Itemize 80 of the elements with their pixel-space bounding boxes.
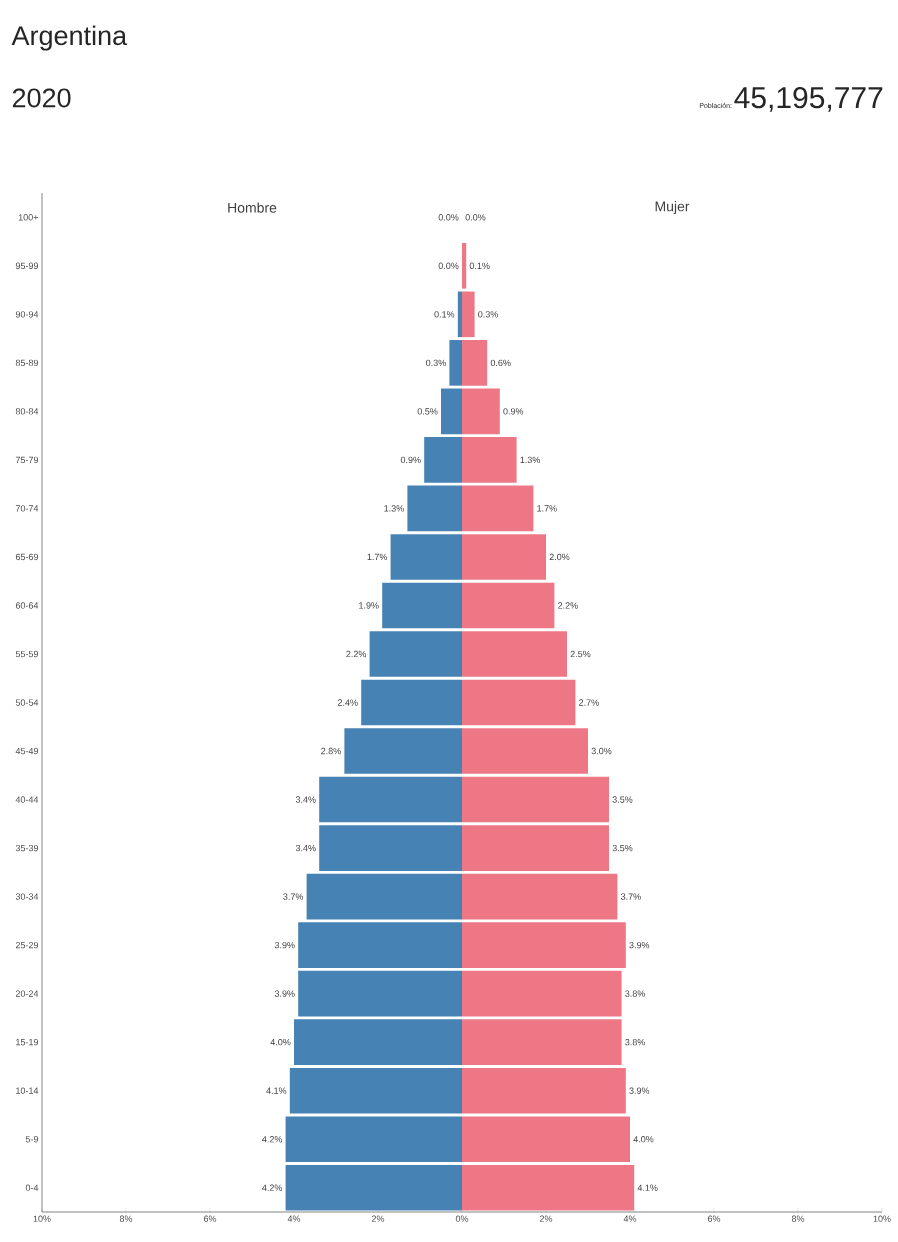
data-label: 3.8% <box>625 1038 645 1046</box>
y-tick-label: 85-89 <box>15 359 39 367</box>
y-tick-label: 20-24 <box>15 990 39 997</box>
data-label: 0.6% <box>490 359 511 367</box>
y-tick-label: 80-84 <box>15 408 39 415</box>
data-label: 1.7% <box>367 553 388 561</box>
data-label: 2.7% <box>579 699 599 706</box>
data-label: 3.4% <box>295 844 316 852</box>
data-label: 3.9% <box>629 941 650 949</box>
data-label: 0.1% <box>434 311 455 318</box>
data-label: 1.3% <box>384 505 404 512</box>
x-axis-title: Hombre <box>228 202 277 213</box>
data-label: 4.2% <box>262 1184 283 1191</box>
y-tick-label: 35-39 <box>15 844 39 852</box>
data-label: 3.8% <box>625 990 645 997</box>
x-axis-title: Mujer <box>655 201 690 215</box>
data-label: 3.7% <box>283 893 304 900</box>
x-tick-label: 8% <box>119 1215 133 1222</box>
x-tick-label: 10% <box>33 1215 51 1222</box>
x-tick-label: 6% <box>707 1215 721 1222</box>
data-label: 2.2% <box>558 602 578 609</box>
y-tick-label: 65-69 <box>15 553 39 561</box>
x-tick-label: 8% <box>791 1215 805 1222</box>
x-tick-label: 0% <box>455 1215 469 1222</box>
data-label: 4.1% <box>266 1087 287 1094</box>
data-label: 4.1% <box>637 1184 658 1191</box>
data-label: 0.5% <box>417 408 438 415</box>
y-tick-label: 10-14 <box>16 1087 39 1094</box>
data-label: 0.0% <box>465 214 486 221</box>
y-tick-label: 40-44 <box>15 796 39 803</box>
data-label: 0.0% <box>438 262 459 269</box>
y-tick-label: 60-64 <box>15 602 39 609</box>
data-label: 1.7% <box>537 505 557 512</box>
data-label: 0.3% <box>478 311 498 318</box>
data-label: 3.9% <box>274 990 295 997</box>
chart-title: Argentina <box>11 25 128 51</box>
data-label: 2.4% <box>337 699 358 706</box>
data-label: 2.2% <box>346 650 367 658</box>
data-label: 3.9% <box>629 1087 650 1094</box>
data-label: 1.3% <box>520 456 540 464</box>
data-label: 3.4% <box>295 796 316 803</box>
y-tick-label: 25-29 <box>15 941 39 949</box>
y-tick-label: 70-74 <box>15 505 39 512</box>
y-tick-label: 45-49 <box>15 747 39 755</box>
y-tick-label: 50-54 <box>15 699 39 706</box>
data-label: 0.9% <box>400 456 421 464</box>
y-tick-label: 100+ <box>18 214 39 221</box>
data-label: 4.2% <box>262 1136 283 1143</box>
y-tick-label: 15-19 <box>16 1038 39 1046</box>
x-tick-label: 4% <box>287 1215 301 1222</box>
y-tick-label: 95-99 <box>15 262 39 269</box>
text: 45,195,777 <box>734 87 883 112</box>
x-tick-label: 10% <box>873 1215 891 1222</box>
x-tick-label: 6% <box>203 1215 217 1222</box>
data-label: 3.0% <box>591 747 612 755</box>
data-label: 0.1% <box>469 262 490 269</box>
y-tick-label: 55-59 <box>15 650 39 658</box>
data-label: 4.0% <box>633 1136 654 1143</box>
x-tick-label: 4% <box>623 1215 637 1222</box>
data-label: 0.3% <box>426 359 446 367</box>
x-tick-label: 2% <box>539 1215 553 1222</box>
y-tick-label: 75-79 <box>15 456 39 464</box>
data-label: 1.9% <box>359 602 379 609</box>
y-tick-label: 0-4 <box>25 1184 39 1191</box>
data-label: 3.9% <box>274 941 295 949</box>
data-label: 3.5% <box>612 844 633 852</box>
data-label: 0.0% <box>438 214 459 221</box>
y-tick-label: 30-34 <box>15 893 39 900</box>
y-tick-label: 5-9 <box>25 1136 39 1143</box>
data-label: 2.0% <box>549 553 570 561</box>
data-label: 3.7% <box>620 893 641 900</box>
data-label: 2.5% <box>570 650 591 658</box>
y-tick-label: 90-94 <box>15 311 39 318</box>
bar <box>462 243 467 289</box>
data-label: 0.9% <box>503 408 524 415</box>
x-tick-label: 2% <box>371 1215 385 1222</box>
data-label: 2.8% <box>321 747 341 755</box>
data-label: 4.0% <box>270 1038 291 1046</box>
chart-subtitle: 2020 <box>12 88 71 108</box>
data-label: 3.5% <box>612 796 633 803</box>
